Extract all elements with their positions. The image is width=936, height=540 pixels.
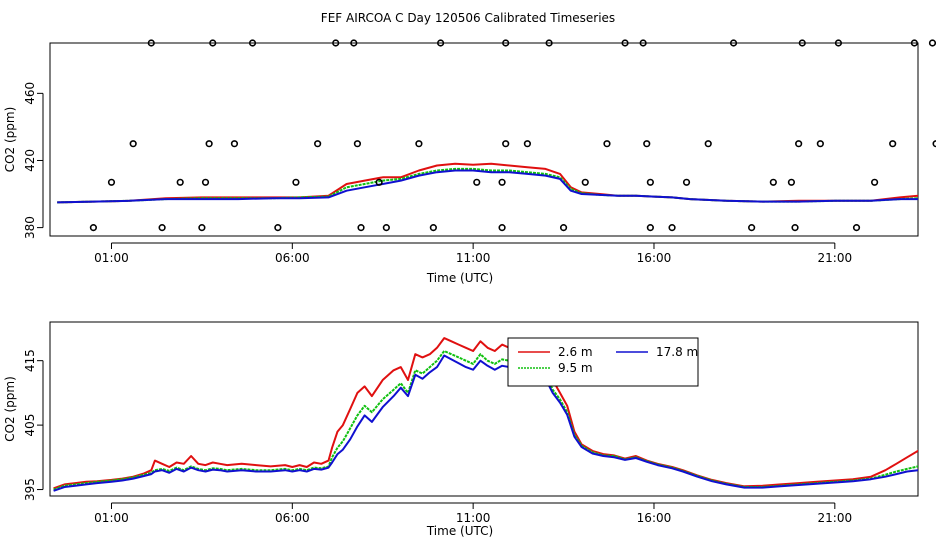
data-point [668, 224, 676, 232]
data-point [932, 140, 936, 148]
top-panel: 01:00 06:00 11:00 16:00 21:00 380 420 460 Time (… [3, 39, 936, 285]
data-point [639, 39, 647, 47]
data-point [787, 178, 796, 186]
data-point [353, 140, 362, 148]
data-point [928, 39, 936, 47]
figure-title: FEF AIRCOA C Day 120506 Calibrated Times… [321, 11, 615, 25]
data-point [559, 224, 568, 232]
data-point [415, 140, 423, 148]
x-tick-label: 16:00 [637, 251, 672, 265]
data-point [498, 178, 506, 186]
data-point [545, 39, 553, 47]
data-point [816, 140, 824, 148]
x-axis-label: Time (UTC) [426, 524, 493, 538]
data-point [89, 224, 97, 232]
data-point [350, 39, 358, 47]
x-tick-label: 16:00 [637, 511, 672, 525]
data-point [523, 140, 532, 148]
y-tick-label: 380 [23, 216, 37, 239]
data-point [176, 178, 184, 186]
x-tick-label: 11:00 [456, 511, 491, 525]
x-tick-label: 06:00 [275, 511, 310, 525]
x-tick-label: 11:00 [456, 251, 491, 265]
series-line-s2_6 [53, 337, 918, 490]
x-tick-label: 01:00 [94, 511, 129, 525]
x-tick-label: 21:00 [818, 251, 853, 265]
data-point [357, 224, 365, 232]
data-point [889, 140, 897, 148]
data-point [581, 178, 589, 186]
legend-label: 9.5 m [558, 361, 593, 375]
data-point [107, 178, 116, 186]
x-tick-label: 01:00 [94, 251, 129, 265]
data-point [498, 224, 506, 232]
data-point [205, 140, 213, 148]
legend-label: 17.8 m [656, 345, 698, 359]
data-point [248, 39, 257, 47]
data-point [748, 224, 756, 232]
data-point [147, 39, 155, 47]
data-point [292, 178, 300, 186]
data-point [382, 224, 390, 232]
data-point [646, 224, 654, 232]
x-tick-label: 06:00 [275, 251, 310, 265]
y-tick-label: 460 [23, 82, 37, 105]
data-point [209, 39, 217, 47]
data-point [834, 39, 843, 47]
data-point [646, 178, 654, 186]
y-tick-label: 420 [23, 149, 37, 172]
series-line-s2_6 [57, 162, 918, 204]
data-point [332, 39, 340, 47]
data-point [198, 224, 206, 232]
legend-box [507, 337, 699, 387]
data-point [682, 178, 691, 186]
data-point [643, 140, 651, 148]
x-tick-label: 21:00 [818, 511, 853, 525]
series-line-s9_5 [53, 350, 918, 491]
data-point [791, 224, 799, 232]
data-point [473, 178, 481, 186]
bottom-panel: 01:00 06:00 11:00 16:00 21:00 395 405 415 Time (… [3, 321, 919, 538]
y-axis-label: CO2 (ppm) [3, 376, 17, 442]
data-point [129, 140, 137, 148]
data-point [274, 224, 282, 232]
legend-label: 2.6 m [558, 345, 593, 359]
y-tick-label: 405 [23, 414, 37, 437]
plot-frame [49, 321, 919, 497]
data-point [870, 178, 879, 186]
plot-data [53, 337, 918, 492]
data-point [910, 39, 918, 47]
data-point [704, 140, 712, 148]
data-point [230, 140, 239, 148]
data-point [158, 224, 166, 232]
data-point [729, 39, 738, 47]
data-point [621, 39, 629, 47]
y-tick-label: 415 [23, 349, 37, 372]
series-line-s17_8 [57, 169, 918, 204]
y-axis-label: CO2 (ppm) [3, 107, 17, 173]
data-point [603, 140, 611, 148]
data-point [429, 224, 437, 232]
data-point [201, 178, 210, 186]
data-point [375, 178, 383, 186]
data-point [798, 39, 806, 47]
data-point [502, 140, 510, 148]
y-tick-label: 395 [23, 478, 37, 501]
data-point [437, 39, 445, 47]
plot-frame [49, 42, 919, 237]
data-point [795, 140, 803, 148]
x-axis-label: Time (UTC) [426, 271, 493, 285]
data-point [769, 178, 777, 186]
series-line-s17_8 [53, 354, 918, 492]
data-point [852, 224, 861, 232]
plot-data [57, 162, 918, 204]
data-point [314, 140, 322, 148]
data-point [502, 39, 510, 47]
